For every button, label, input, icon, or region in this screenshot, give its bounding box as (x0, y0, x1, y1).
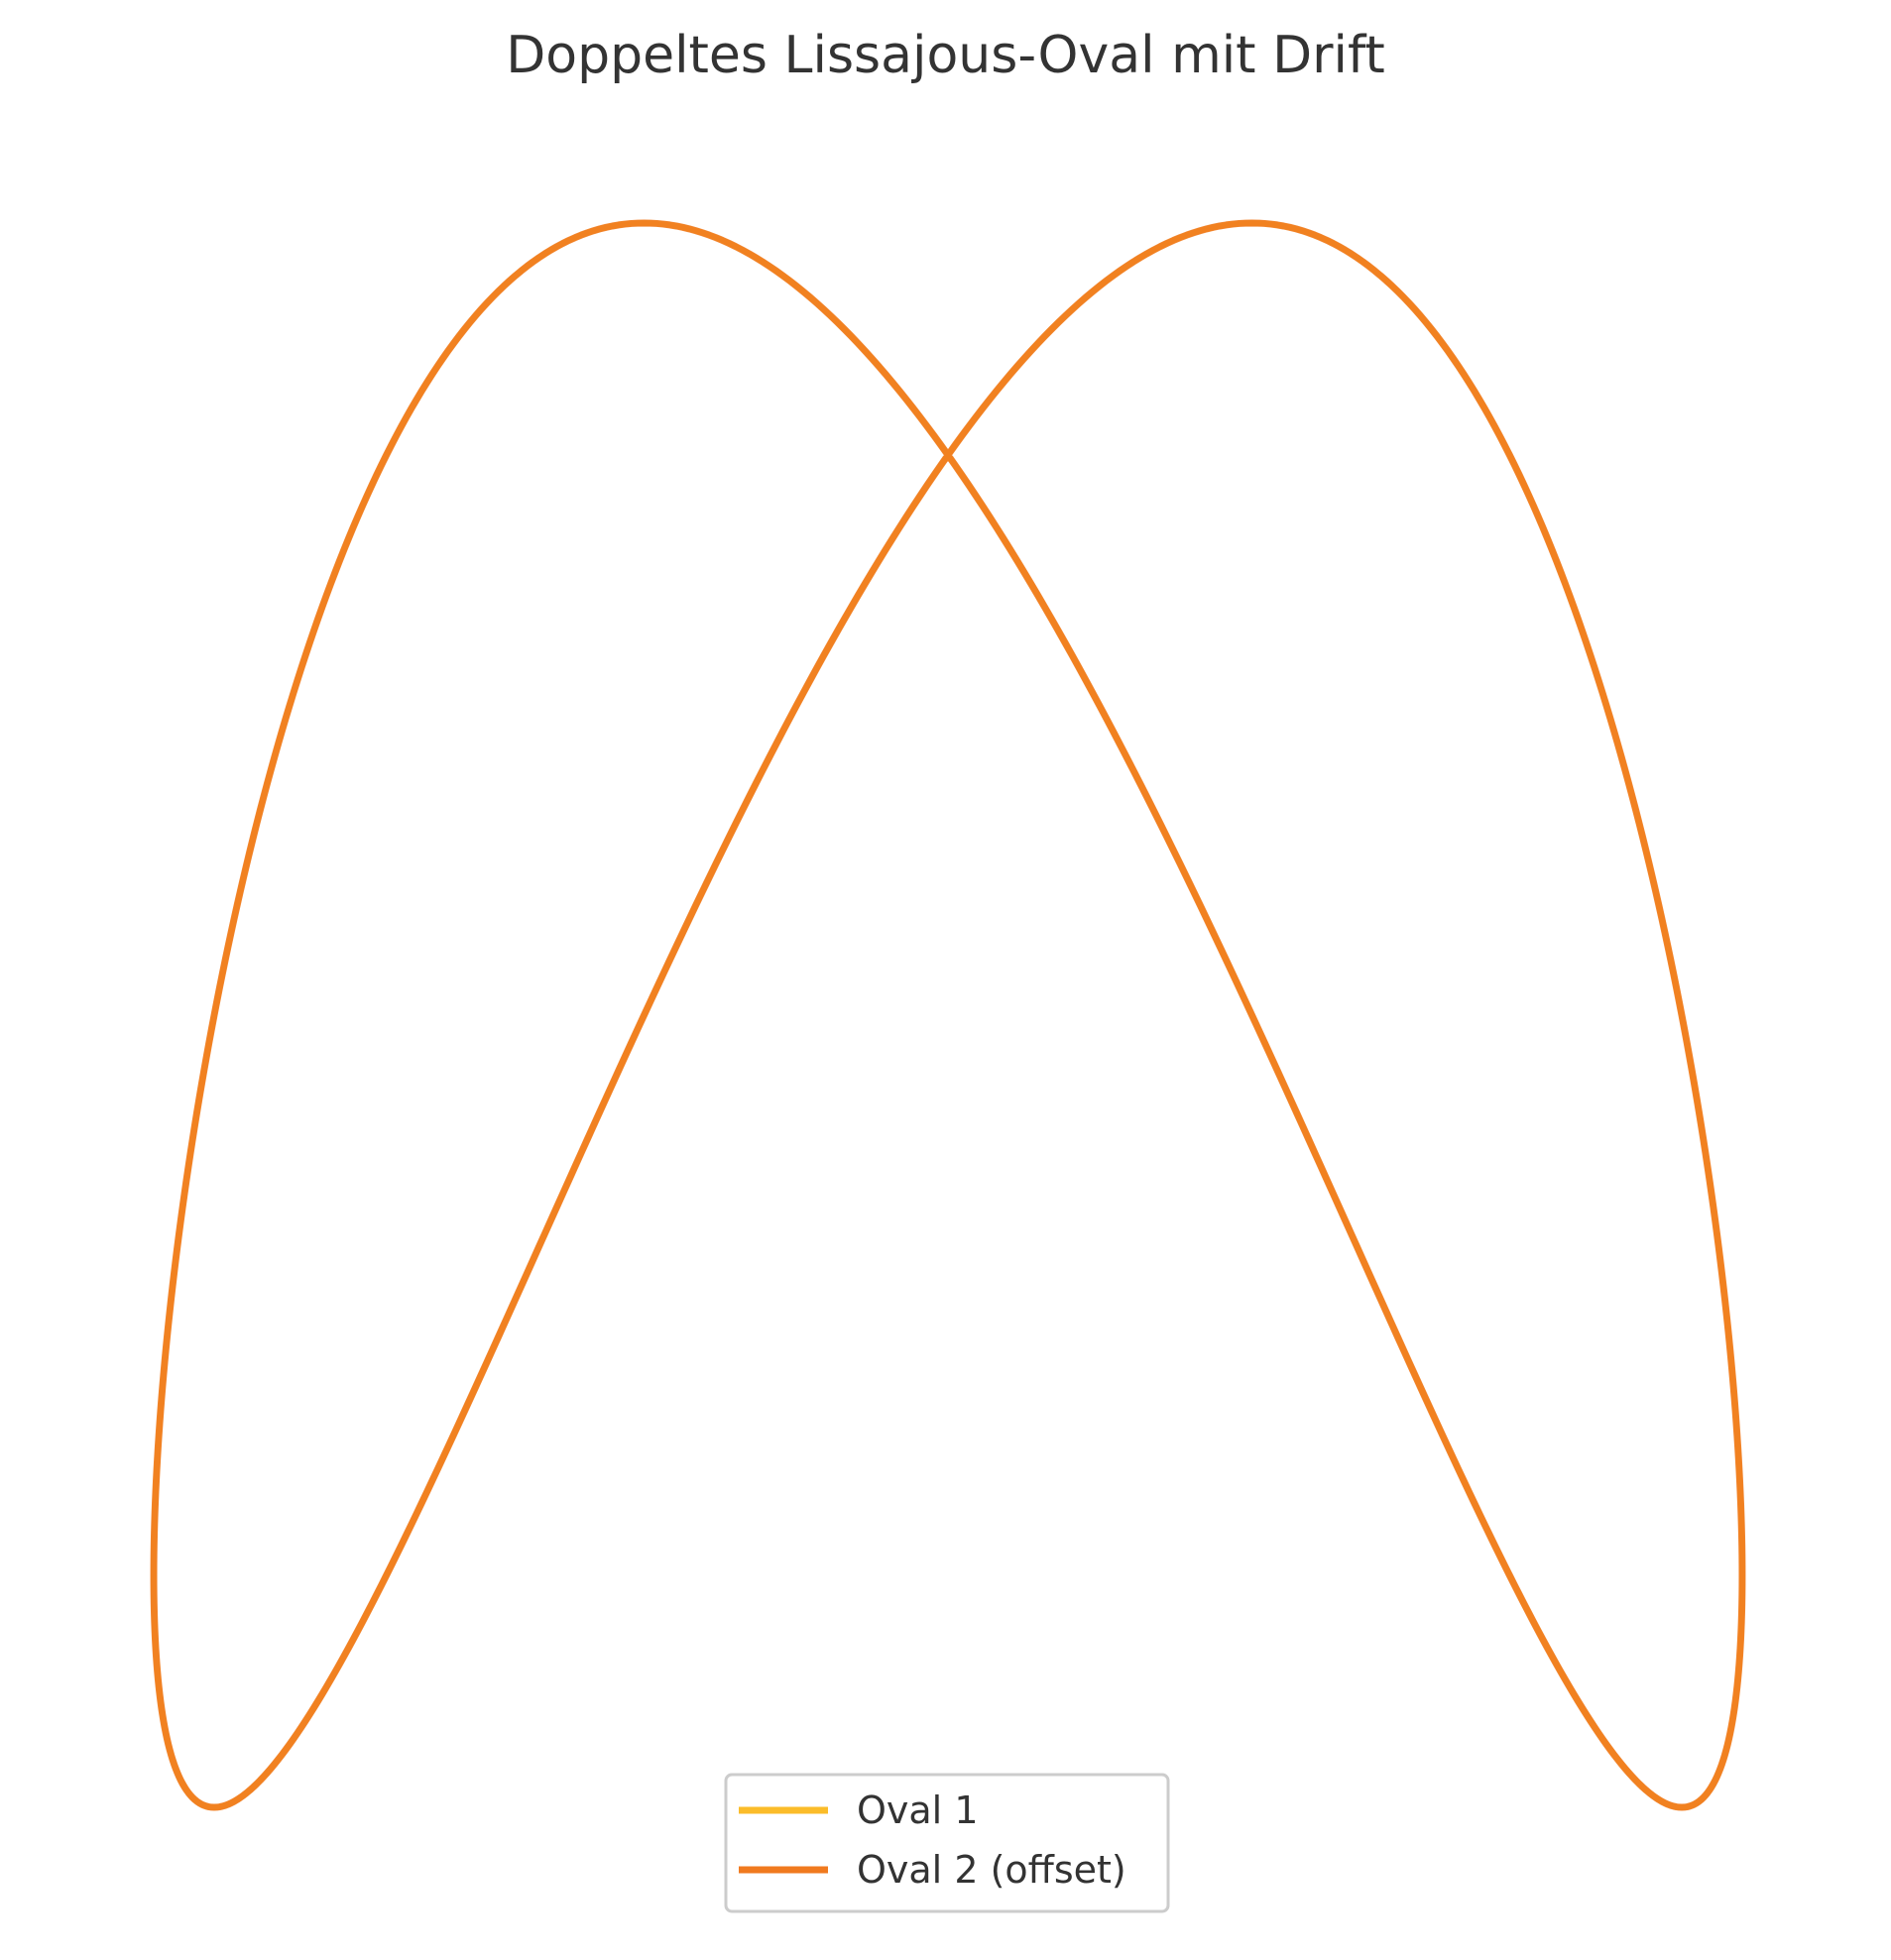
legend-label-oval-1: Oval 1 (857, 1788, 979, 1832)
series-line-2 (150, 219, 1746, 1811)
chart-title: Doppeltes Lissajous-Oval mit Drift (506, 26, 1385, 85)
legend: Oval 1 Oval 2 (offset) (724, 1773, 1170, 1913)
legend-box (724, 1773, 1170, 1913)
series-layer (150, 219, 1746, 1811)
legend-label-oval-2: Oval 2 (offset) (857, 1848, 1126, 1892)
